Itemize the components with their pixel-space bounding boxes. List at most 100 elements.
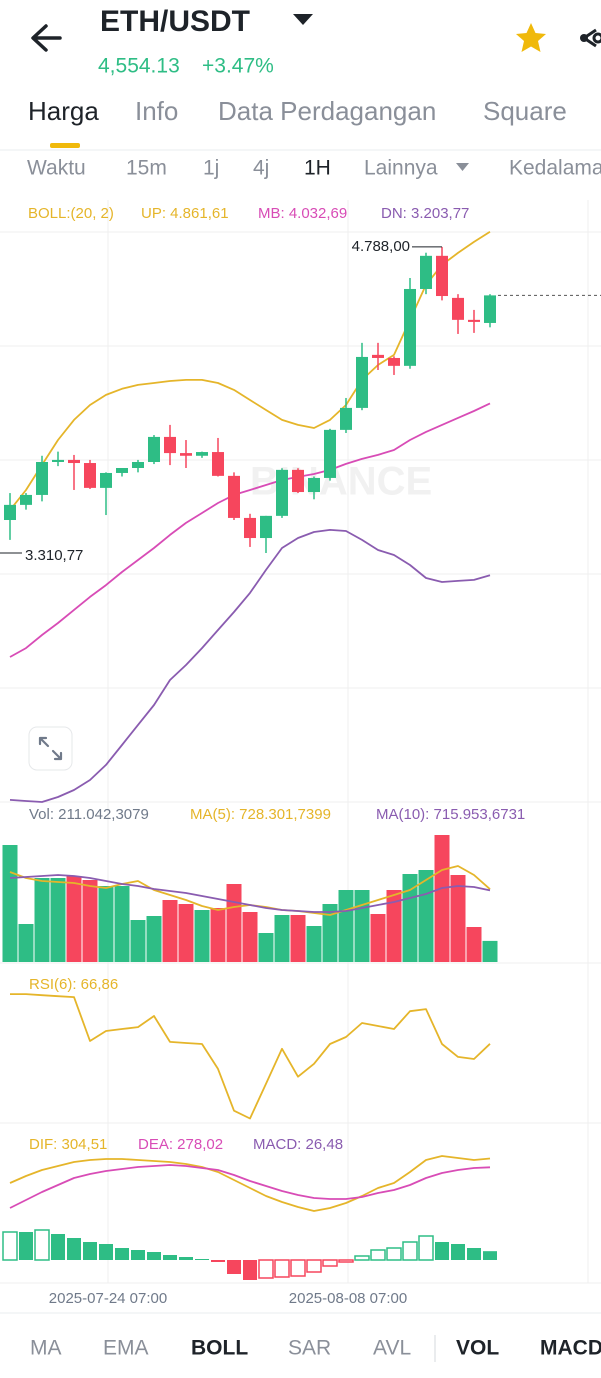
volume-bar — [274, 915, 290, 962]
macd-bar — [435, 1242, 449, 1260]
macd-bar — [467, 1248, 481, 1260]
candle-body — [196, 452, 208, 456]
candle-body — [292, 469, 304, 493]
candle-body — [4, 504, 16, 521]
interval[interactable]: 1j — [203, 157, 219, 180]
volume-bar — [370, 914, 386, 962]
volume-bar — [322, 904, 338, 962]
low-label: 3.310,77 — [25, 547, 83, 564]
macd-bar — [306, 1259, 322, 1273]
macd-bar — [83, 1242, 97, 1260]
volume-bar — [98, 886, 114, 962]
macd-bar — [402, 1241, 418, 1261]
candle-body — [324, 429, 336, 478]
volume-bar — [306, 926, 322, 962]
dif-label: DIF: 304,51 — [29, 1136, 107, 1153]
last-price: 4,554.13 — [98, 55, 180, 78]
macd-bar — [67, 1238, 81, 1260]
volume-bar — [338, 890, 354, 962]
indicator-tab[interactable]: SAR — [288, 1337, 331, 1360]
macd-bar — [34, 1229, 50, 1261]
indicator-tab[interactable]: AVL — [373, 1337, 411, 1360]
interval[interactable]: 4j — [253, 157, 269, 180]
dea-label: DEA: 278,02 — [138, 1136, 223, 1153]
candle-body — [228, 475, 240, 518]
interval[interactable]: Waktu — [27, 157, 86, 180]
boll-label: BOLL:(20, 2) — [28, 205, 114, 222]
candle-body — [36, 461, 48, 495]
candle-body — [356, 356, 368, 408]
indicator-tab[interactable]: BOLL — [191, 1337, 248, 1360]
candle-body — [180, 453, 192, 456]
boll-dn-label: DN: 3.203,77 — [381, 205, 469, 222]
candle-body — [84, 463, 96, 488]
macd-bar — [211, 1260, 225, 1262]
volume-bar — [66, 876, 82, 962]
volume-bar — [434, 835, 450, 962]
expand-button[interactable] — [28, 726, 73, 771]
price-change: +3.47% — [202, 55, 274, 78]
indicator-line — [9, 1164, 491, 1209]
candle-body — [372, 354, 384, 358]
volume-bar — [402, 874, 418, 962]
tab[interactable]: Data Perdagangan — [218, 96, 436, 126]
volume-bar — [178, 904, 194, 962]
candle-body — [20, 494, 32, 505]
candle-body — [388, 357, 400, 366]
volume-bar — [210, 908, 226, 962]
boll-mb-label: MB: 4.032,69 — [258, 205, 347, 222]
macd-bar — [386, 1247, 402, 1261]
tab[interactable]: Harga — [28, 96, 99, 126]
interval[interactable]: Kedalaman — [509, 157, 601, 180]
volume-bar — [162, 900, 178, 962]
macd-bar — [370, 1249, 386, 1261]
favorite-star[interactable] — [516, 23, 546, 52]
volume-bar — [290, 915, 306, 962]
volume-bar — [18, 924, 34, 962]
candle-body — [244, 517, 256, 539]
candle-body — [308, 477, 320, 493]
macd-bar — [483, 1251, 497, 1260]
indicator-tab[interactable]: VOL — [456, 1337, 499, 1360]
candle-body — [484, 295, 496, 323]
more-dropdown[interactable] — [456, 163, 469, 171]
volume-bar — [242, 912, 258, 962]
volume-bar — [450, 875, 466, 962]
volume-bar — [146, 916, 162, 962]
pair-title[interactable]: ETH/USDT — [100, 5, 250, 38]
indicator-tab[interactable]: EMA — [103, 1337, 149, 1360]
tab-indicator — [50, 143, 80, 148]
macd-bar — [179, 1257, 193, 1260]
tab[interactable]: Info — [135, 96, 178, 126]
candle-body — [452, 297, 464, 320]
macd-bar — [227, 1260, 241, 1274]
macd-bar — [115, 1248, 129, 1260]
interval[interactable]: 1H — [304, 157, 331, 180]
indicator-tab[interactable]: MACD — [540, 1337, 601, 1360]
volume-bar — [258, 933, 274, 962]
volume-bar — [194, 910, 210, 962]
share-button[interactable] — [580, 28, 601, 48]
x-axis-label: 2025-07-24 07:00 — [49, 1290, 167, 1307]
ma5-label: MA(5): 728.301,7399 — [190, 806, 331, 823]
macd-bar — [243, 1260, 257, 1280]
tab[interactable]: Square — [483, 96, 567, 126]
macd-bar — [418, 1235, 434, 1261]
ma10-label: MA(10): 715.953,6731 — [376, 806, 525, 823]
indicator-line — [9, 865, 491, 916]
interval[interactable]: Lainnya — [364, 157, 438, 180]
indicator-line — [10, 993, 491, 1120]
x-axis-label: 2025-08-08 07:00 — [289, 1290, 407, 1307]
candle-body — [164, 436, 176, 454]
macd-bar — [274, 1259, 290, 1278]
macd-bar — [163, 1255, 177, 1260]
interval[interactable]: 15m — [126, 157, 167, 180]
pair-dropdown[interactable] — [293, 14, 313, 25]
indicator-line — [9, 529, 491, 803]
volume-bar — [50, 878, 66, 962]
back-button[interactable] — [31, 24, 62, 52]
volume-bar — [386, 890, 402, 962]
indicator-tab[interactable]: MA — [30, 1337, 62, 1360]
